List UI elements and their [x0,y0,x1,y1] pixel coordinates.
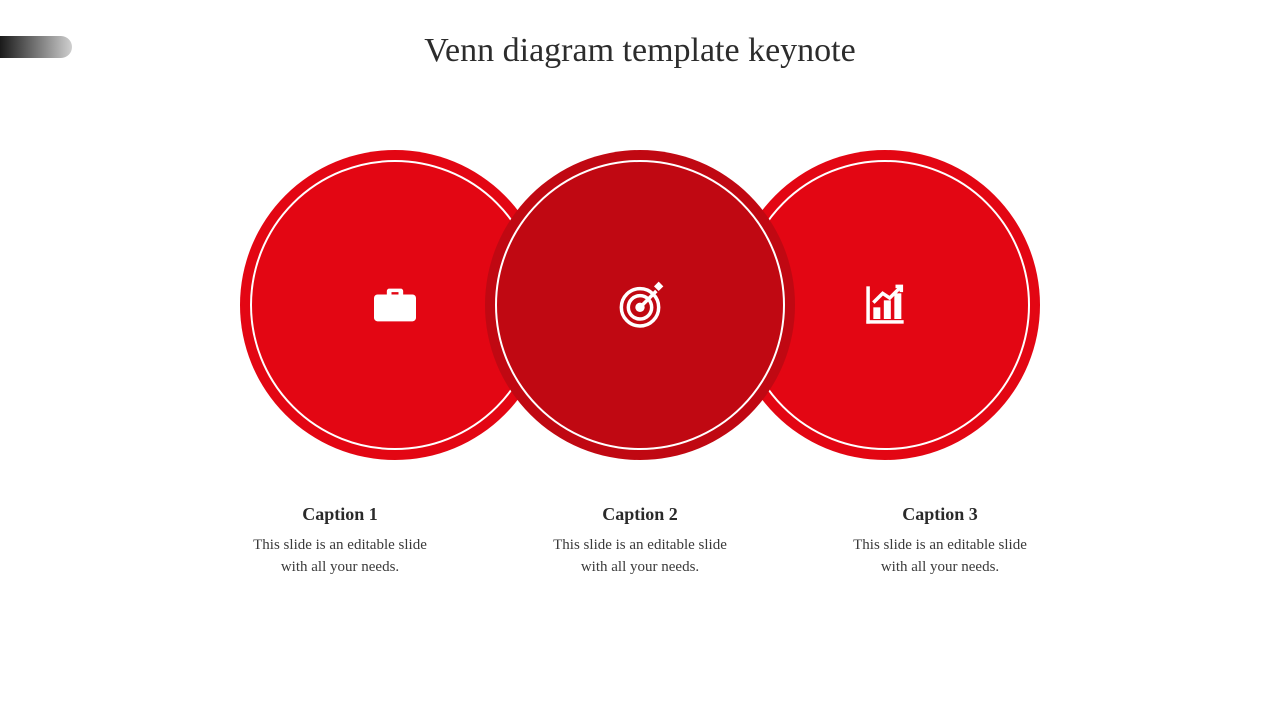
caption-3: Caption 3 This slide is an editable slid… [840,504,1040,579]
caption-2-heading: Caption 2 [540,504,740,525]
caption-1: Caption 1 This slide is an editable slid… [240,504,440,579]
caption-3-body: This slide is an editable slide with all… [840,535,1040,579]
slide: Venn diagram template keynote Caption 1 … [0,0,1280,720]
caption-1-body: This slide is an editable slide with all… [240,535,440,579]
briefcase-icon [367,277,423,333]
captions-row: Caption 1 This slide is an editable slid… [0,504,1280,579]
slide-title: Venn diagram template keynote [0,32,1280,70]
caption-2-body: This slide is an editable slide with all… [540,535,740,579]
chart-growth-icon [857,277,913,333]
target-arrow-icon [612,277,668,333]
caption-2: Caption 2 This slide is an editable slid… [540,504,740,579]
caption-3-heading: Caption 3 [840,504,1040,525]
venn-diagram [0,150,1280,490]
caption-1-heading: Caption 1 [240,504,440,525]
